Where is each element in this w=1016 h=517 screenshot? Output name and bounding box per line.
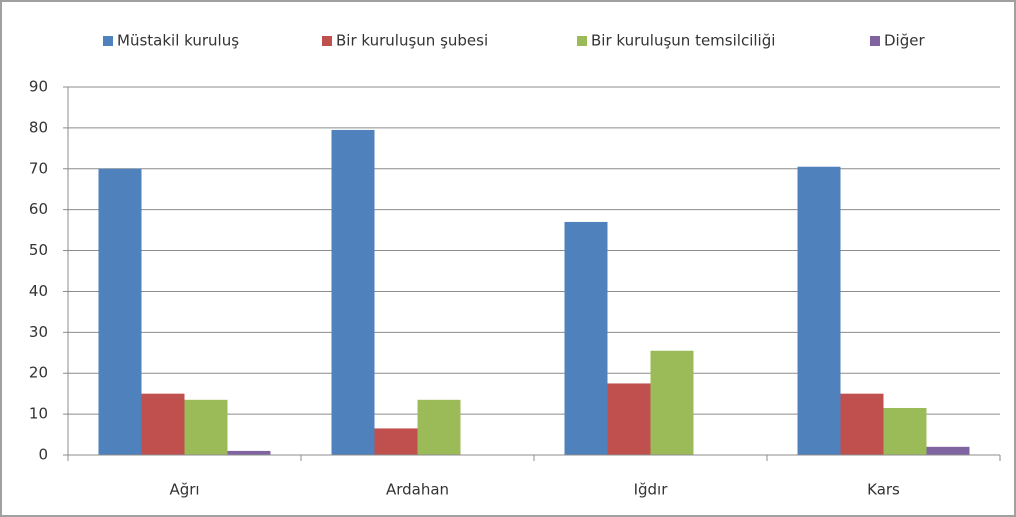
x-tick-label: Ardahan [386, 481, 449, 499]
y-tick-label: 60 [29, 200, 48, 218]
bar [227, 450, 271, 455]
y-tick-label: 0 [38, 446, 48, 464]
bar [417, 399, 461, 455]
legend-label: Diğer [884, 32, 925, 50]
bar [141, 393, 185, 455]
y-tick-label: 40 [29, 282, 48, 300]
y-tick-label: 70 [29, 159, 48, 177]
legend-swatch [103, 36, 113, 46]
y-tick-label: 90 [29, 78, 48, 96]
bar [607, 383, 651, 455]
legend-label: Bir kuruluşun temsilciliği [591, 32, 775, 50]
x-tick-label: Iğdır [634, 481, 669, 499]
bar [840, 393, 884, 455]
legend-swatch [322, 36, 332, 46]
legend-label: Müstakil kuruluş [117, 32, 239, 50]
legend-swatch [577, 36, 587, 46]
bar [184, 399, 228, 455]
x-tick-label: Ağrı [169, 481, 199, 499]
y-tick-label: 80 [29, 118, 48, 136]
bar [926, 446, 970, 455]
bar [797, 166, 841, 455]
bar [331, 129, 375, 455]
legend-swatch [870, 36, 880, 46]
bar [98, 168, 142, 455]
bar [564, 221, 608, 455]
legend-label: Bir kuruluşun şubesi [336, 32, 488, 50]
bar [650, 350, 694, 455]
bar [374, 428, 418, 455]
bar [883, 407, 927, 455]
x-tick-label: Kars [867, 481, 900, 499]
y-tick-label: 30 [29, 323, 48, 341]
y-tick-label: 10 [29, 405, 48, 423]
y-tick-label: 20 [29, 364, 48, 382]
y-tick-label: 50 [29, 241, 48, 259]
